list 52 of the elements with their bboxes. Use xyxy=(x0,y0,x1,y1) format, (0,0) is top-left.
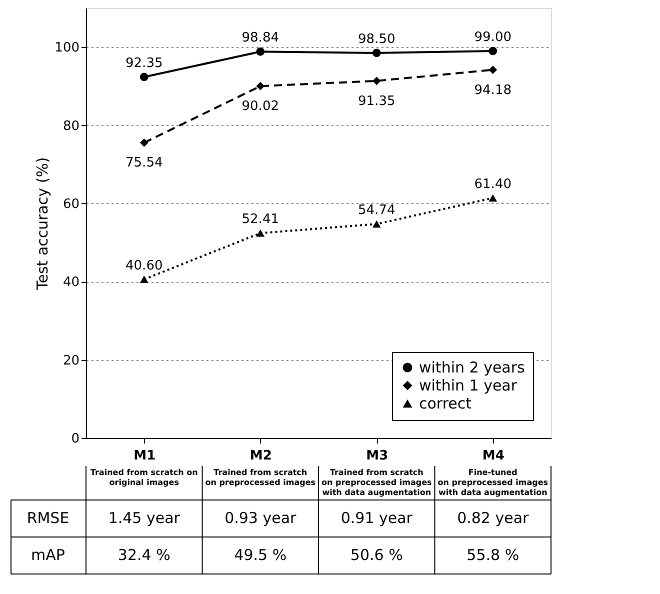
point xyxy=(488,46,498,56)
text: mAP xyxy=(31,546,65,564)
text: 1.45 year xyxy=(108,509,181,527)
text: 55.8 % xyxy=(466,546,520,564)
text: Trained from scratch on original images xyxy=(90,468,198,487)
y-tick-label: 80 xyxy=(62,118,80,134)
y-axis-title: Test accuracy (%) xyxy=(34,157,52,291)
text: 32.4 % xyxy=(118,546,170,564)
data-label: 40.60 xyxy=(126,258,163,274)
point xyxy=(140,138,148,147)
text: 0.82 year xyxy=(457,509,530,527)
y-tick-label: 20 xyxy=(62,353,80,368)
data-label: 52.41 xyxy=(242,212,279,228)
data-label: 92.35 xyxy=(126,56,163,71)
text: Fine-tuned on preprocessed images with data augmentation xyxy=(438,468,548,497)
y-tick-label: 40 xyxy=(62,275,80,290)
legend-label: within 2 years xyxy=(419,358,526,376)
point xyxy=(256,230,265,237)
point xyxy=(140,72,148,82)
data-label: 94.18 xyxy=(474,82,512,98)
data-label: 61.40 xyxy=(474,176,512,192)
text: 49.5 % xyxy=(234,546,287,564)
point xyxy=(256,47,265,56)
point xyxy=(372,220,381,228)
data-label: 54.74 xyxy=(358,203,396,218)
data-label: 98.84 xyxy=(242,30,279,46)
point xyxy=(256,82,265,90)
data-label: 99.00 xyxy=(474,30,512,45)
point xyxy=(488,194,498,202)
text: RMSE xyxy=(26,509,70,527)
x-tick-label: M2 xyxy=(250,448,272,464)
y-tick-label: 100 xyxy=(54,40,80,56)
data-label: 91.35 xyxy=(358,94,396,109)
text: Trained from scratch on preprocessed images with data augmentation xyxy=(321,468,432,497)
text: Trained from scratch on preprocessed images xyxy=(205,468,316,487)
x-tick-label: M4 xyxy=(482,448,504,464)
point xyxy=(488,66,498,74)
x-tick-label: M3 xyxy=(366,448,388,464)
point xyxy=(372,48,381,58)
legend-label: within 1 year xyxy=(419,376,518,394)
text: 50.6 % xyxy=(350,546,403,564)
data-label: 90.02 xyxy=(242,99,279,114)
data-label: 98.50 xyxy=(358,32,396,47)
y-tick-label: 60 xyxy=(62,196,80,212)
x-tick-label: M1 xyxy=(134,448,156,464)
legend-label: correct xyxy=(419,394,472,412)
text: 0.91 year xyxy=(340,509,414,527)
data-label: 75.54 xyxy=(126,156,163,171)
text: 0.93 year xyxy=(224,509,298,527)
point xyxy=(140,276,148,283)
point xyxy=(372,76,381,86)
y-tick-label: 0 xyxy=(71,432,80,446)
